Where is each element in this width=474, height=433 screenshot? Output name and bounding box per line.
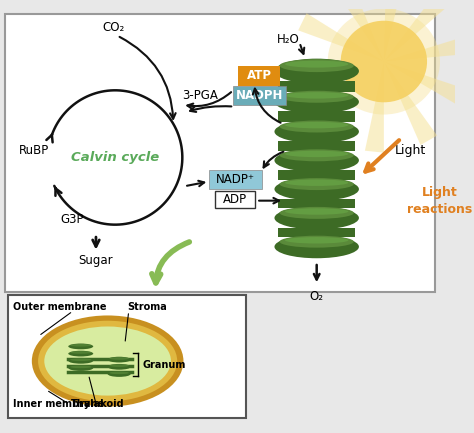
Text: NADP⁺: NADP⁺ bbox=[216, 173, 255, 186]
Ellipse shape bbox=[274, 58, 359, 84]
Text: NADPH: NADPH bbox=[236, 89, 283, 102]
Text: Light: Light bbox=[395, 144, 426, 157]
Ellipse shape bbox=[280, 149, 354, 161]
Ellipse shape bbox=[274, 90, 359, 113]
Text: RuBP: RuBP bbox=[18, 144, 49, 157]
Ellipse shape bbox=[108, 371, 131, 377]
Ellipse shape bbox=[328, 9, 440, 115]
Ellipse shape bbox=[108, 364, 131, 370]
Text: Light
reactions: Light reactions bbox=[407, 186, 472, 216]
Text: O₂: O₂ bbox=[310, 290, 324, 303]
Text: ATP: ATP bbox=[246, 69, 272, 82]
Ellipse shape bbox=[280, 178, 354, 190]
Ellipse shape bbox=[274, 178, 359, 200]
Text: CO₂: CO₂ bbox=[102, 21, 124, 35]
Text: Inner membrane: Inner membrane bbox=[13, 399, 105, 409]
Ellipse shape bbox=[280, 59, 354, 72]
Ellipse shape bbox=[68, 351, 93, 356]
Polygon shape bbox=[384, 0, 453, 61]
Polygon shape bbox=[384, 35, 474, 61]
Polygon shape bbox=[384, 0, 405, 61]
Text: G3P: G3P bbox=[60, 213, 84, 226]
Ellipse shape bbox=[109, 364, 129, 367]
Ellipse shape bbox=[285, 151, 348, 157]
Bar bbox=[278, 111, 355, 122]
Ellipse shape bbox=[109, 372, 129, 374]
Ellipse shape bbox=[285, 179, 348, 186]
Bar bbox=[238, 66, 280, 85]
Text: ADP: ADP bbox=[223, 193, 247, 206]
Ellipse shape bbox=[274, 235, 359, 258]
Bar bbox=[8, 295, 246, 417]
Polygon shape bbox=[365, 61, 384, 153]
Ellipse shape bbox=[70, 351, 91, 354]
Ellipse shape bbox=[285, 61, 348, 68]
Ellipse shape bbox=[44, 326, 171, 396]
Text: Calvin cycle: Calvin cycle bbox=[71, 151, 159, 164]
Ellipse shape bbox=[274, 120, 359, 143]
Ellipse shape bbox=[108, 357, 131, 362]
Bar bbox=[209, 170, 262, 189]
Ellipse shape bbox=[341, 21, 427, 102]
Ellipse shape bbox=[38, 321, 177, 401]
Bar bbox=[233, 85, 286, 105]
Ellipse shape bbox=[285, 92, 348, 99]
Ellipse shape bbox=[70, 344, 91, 346]
Bar bbox=[215, 191, 255, 208]
Bar bbox=[278, 170, 355, 180]
Ellipse shape bbox=[280, 120, 354, 132]
Ellipse shape bbox=[280, 91, 354, 103]
Polygon shape bbox=[298, 13, 384, 61]
Ellipse shape bbox=[70, 365, 91, 368]
Ellipse shape bbox=[285, 208, 348, 215]
Ellipse shape bbox=[274, 149, 359, 172]
Ellipse shape bbox=[280, 207, 354, 219]
Ellipse shape bbox=[285, 237, 348, 243]
Polygon shape bbox=[384, 61, 437, 145]
Text: Outer membrane: Outer membrane bbox=[13, 302, 107, 312]
Ellipse shape bbox=[109, 357, 129, 360]
Ellipse shape bbox=[70, 359, 91, 361]
Text: Granum: Granum bbox=[142, 360, 185, 370]
Ellipse shape bbox=[32, 316, 183, 407]
Ellipse shape bbox=[68, 343, 93, 349]
Text: Stroma: Stroma bbox=[127, 302, 166, 312]
Ellipse shape bbox=[274, 207, 359, 229]
Text: Sugar: Sugar bbox=[79, 254, 113, 267]
Bar bbox=[278, 141, 355, 151]
Text: H₂O: H₂O bbox=[276, 33, 299, 46]
Bar bbox=[5, 13, 435, 292]
Text: Thylakoid: Thylakoid bbox=[71, 399, 125, 409]
Ellipse shape bbox=[285, 122, 348, 128]
Text: 3-PGA: 3-PGA bbox=[182, 89, 218, 102]
Polygon shape bbox=[332, 0, 384, 61]
Bar bbox=[278, 227, 355, 237]
Polygon shape bbox=[384, 61, 470, 108]
Ellipse shape bbox=[68, 358, 93, 364]
Ellipse shape bbox=[68, 365, 93, 371]
Bar bbox=[278, 199, 355, 208]
Bar bbox=[278, 81, 355, 92]
Ellipse shape bbox=[280, 236, 354, 248]
